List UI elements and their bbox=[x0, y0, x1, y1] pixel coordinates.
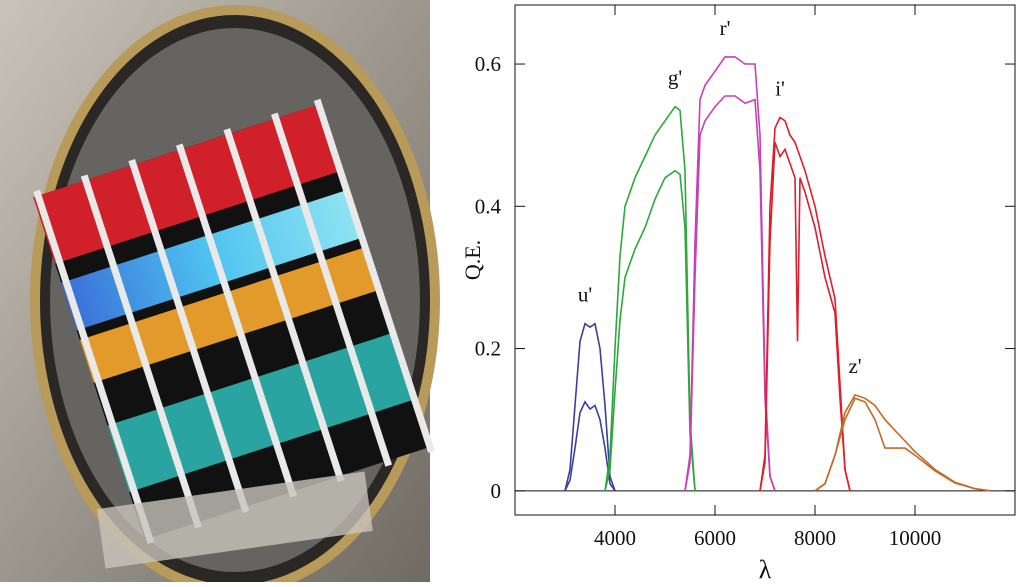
curve-label: u' bbox=[578, 283, 592, 307]
curve-label: z' bbox=[848, 354, 861, 378]
y-tick-label: 0 bbox=[491, 479, 502, 503]
orange-band bbox=[79, 247, 379, 383]
plot-frame bbox=[514, 4, 1016, 516]
photo bbox=[0, 0, 440, 587]
y-axis-label: Q.E. bbox=[460, 240, 485, 280]
frame-bars bbox=[33, 98, 435, 544]
filter-curve bbox=[759, 142, 851, 491]
x-axis-label: λ bbox=[759, 555, 772, 582]
filter-curve bbox=[759, 116, 851, 491]
blue-band bbox=[61, 190, 362, 331]
filter-curve bbox=[604, 169, 696, 491]
y-tick-label: 0.2 bbox=[475, 337, 501, 361]
x-tick-label: 10000 bbox=[889, 526, 942, 550]
x-tick-label: 8000 bbox=[794, 526, 836, 550]
filter-curve bbox=[564, 322, 616, 492]
filter-curve bbox=[684, 95, 776, 492]
mount bbox=[97, 471, 373, 569]
red-filters bbox=[33, 104, 341, 264]
y-tick-label: 0.4 bbox=[475, 194, 502, 218]
filter-curve bbox=[604, 105, 696, 491]
curve-label: i' bbox=[775, 76, 785, 100]
x-tick-label: 4000 bbox=[594, 526, 636, 550]
filter-panels bbox=[33, 98, 435, 544]
filter-curve bbox=[564, 400, 616, 492]
curve-label: g' bbox=[668, 66, 682, 90]
filter-curve bbox=[814, 397, 991, 492]
x-tick-label: 6000 bbox=[694, 526, 736, 550]
y-tick-label: 0.6 bbox=[475, 52, 501, 76]
green-filters bbox=[107, 332, 415, 493]
curve-label: r' bbox=[720, 16, 731, 40]
